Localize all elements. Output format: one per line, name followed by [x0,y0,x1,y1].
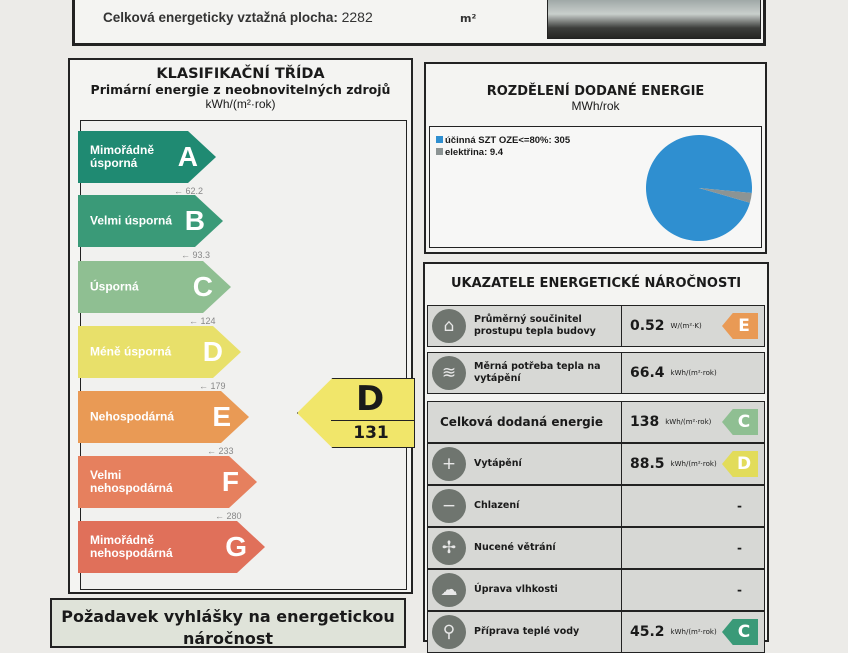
class-threshold: ← 233 [207,446,234,456]
class-badge: D [722,451,758,477]
classification-unit: kWh/(m²·rok) [205,97,276,111]
area-label: Celková energeticky vztažná plocha: 2282 [103,9,373,25]
class-letter: B [184,205,205,236]
distribution-title: ROZDĚLENÍ DODANÉ ENERGIE [486,84,705,99]
class-letter: C [192,271,213,302]
indicator-unit: kWh/(m²·rok) [670,460,717,468]
indicator-name: Příprava teplé vody [474,626,580,637]
class-bar-b: Velmi úsporná B [78,195,223,247]
indicator-row: − Chlazení - [427,485,765,527]
house-icon: ⌂ [432,309,466,343]
classification-subtitle: Primární energie z neobnovitelných zdroj… [90,82,391,97]
class-threshold: ← 124 [189,316,216,326]
class-letter: A [177,141,198,172]
class-label: Mimořádně nehospodárná [90,533,173,560]
pie-slice [646,135,752,242]
indicator-value: 88.5 kWh/(m²·rok) [630,456,717,472]
class-letter: F [221,466,239,497]
thermometer-minus-icon: − [432,489,466,523]
class-threshold: ← 93.3 [181,250,211,260]
indicators-panel: UKAZATELE ENERGETICKÉ NÁROČNOSTI ⌂ Průměr… [423,262,769,653]
marker-divider [331,420,415,421]
result-value: 131 [353,423,389,443]
indicator-name: Průměrný součinitel prostupu tepla budov… [474,314,596,337]
class-letter: D [202,336,223,367]
class-bar-c: Úsporná C [78,261,231,313]
indicator-row: ☁ Úprava vlhkosti - [427,569,765,611]
indicator-value: - [737,499,742,513]
indicator-name: Vytápění [474,458,522,469]
class-badge: E [722,313,758,339]
legend-swatch [436,136,443,143]
indicator-row: + Vytápění 88.5 kWh/(m²·rok) D [427,443,765,485]
class-label: Nehospodárná [90,409,175,424]
heat-demand-icon: ≋ [432,356,466,390]
indicators-title: UKAZATELE ENERGETICKÉ NÁROČNOSTI [450,276,742,291]
indicator-value: 0.52 W/(m²·K) [630,318,702,334]
indicator-name: Celková dodaná energie [440,415,603,429]
indicator-name: Chlazení [474,500,520,511]
pie-chart-box: účinná SZT OZE<=80%: 305 elektřina: 9.4 [429,126,762,248]
indicator-unit: kWh/(m²·rok) [665,418,712,426]
requirement-title: Požadavek vyhlášky na energetickou nároč… [61,607,395,648]
indicator-row: ✢ Nucené větrání - [427,527,765,569]
indicator-unit: kWh/(m²·rok) [670,369,717,377]
result-class: D [356,379,385,419]
class-badge: C [722,409,758,435]
legend-swatch [436,148,443,155]
class-letter: G [225,531,247,562]
class-label: Velmi nehospodárná [90,468,173,495]
distribution-unit: MWh/rok [571,99,620,113]
pie-chart [646,135,752,242]
class-label: Velmi úsporná [90,213,173,228]
indicator-value: 66.4 kWh/(m²·rok) [630,365,717,381]
indicator-value: 138 kWh/(m²·rok) [630,414,712,430]
legend-item: účinná SZT OZE<=80%: 305 [436,135,570,146]
class-bar-d: Méně úsporná D [78,326,241,378]
indicator-row: ⌂ Průměrný součinitel prostupu tepla budo… [427,305,765,347]
class-label: Mimořádně úsporná [90,143,155,170]
humidity-icon: ☁ [432,573,466,607]
indicator-name: Nucené větrání [474,542,556,553]
legend-item: elektřina: 9.4 [436,147,503,158]
indicator-value: - [737,541,742,555]
pie-slice [699,188,752,203]
building-info-box: Celková energeticky vztažná plocha: 2282… [72,0,766,46]
class-bar-a: Mimořádně úsporná A [78,131,216,183]
classification-title: KLASIFIKAČNÍ TŘÍDA [156,66,325,82]
indicator-row: ⚲ Příprava teplé vody 45.2 kWh/(m²·rok) C [427,611,765,653]
class-bar-g: Mimořádně nehospodárná G [78,521,265,573]
class-threshold: ← 280 [215,511,242,521]
area-unit: m² [460,12,477,25]
indicator-unit: kWh/(m²·rok) [670,628,717,636]
class-letter: E [212,401,231,432]
distribution-panel: ROZDĚLENÍ DODANÉ ENERGIE MWh/rok účinná … [424,62,767,254]
indicator-name: Úprava vlhkosti [474,584,558,595]
faucet-icon: ⚲ [432,615,466,649]
indicator-row: ≋ Měrná potřeba tepla na vytápění 66.4 kWh/… [427,352,765,394]
classification-panel: KLASIFIKAČNÍ TŘÍDA Primární energie z ne… [68,58,415,594]
requirement-box: Požadavek vyhlášky na energetickou nároč… [50,598,406,648]
class-label: Méně úsporná [90,344,172,359]
thermometer-plus-icon: + [432,447,466,481]
class-threshold: ← 62.2 [174,186,204,196]
class-scale: D 131 Mimořádně úsporná A ← 62.2 Velmi úspo… [78,120,415,590]
indicator-name: Měrná potřeba tepla na vytápění [474,361,601,384]
fan-icon: ✢ [432,531,466,565]
area-value: 2282 [341,9,373,25]
class-label: Úsporná [90,279,139,294]
indicator-value: - [737,583,742,597]
class-badge: C [722,619,758,645]
building-photo [547,0,761,39]
indicator-row: Celková dodaná energie 138 kWh/(m²·rok) C [427,401,765,443]
class-threshold: ← 179 [199,381,226,391]
class-bar-f: Velmi nehospodárná F [78,456,257,508]
indicator-value: 45.2 kWh/(m²·rok) [630,624,717,640]
class-bar-e: Nehospodárná E [78,391,249,443]
indicator-unit: W/(m²·K) [670,322,702,330]
